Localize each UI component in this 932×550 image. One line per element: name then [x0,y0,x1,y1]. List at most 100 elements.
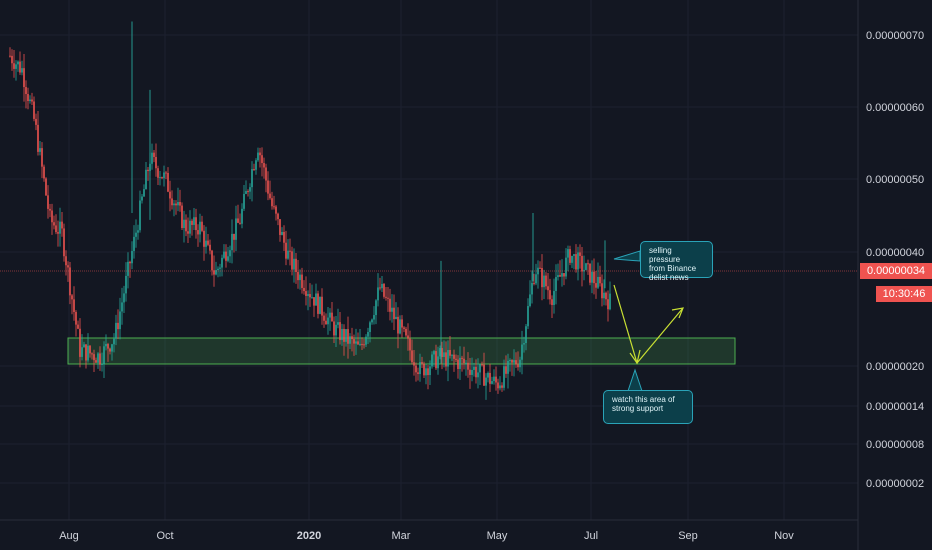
y-tick-label: 0.00000020 [866,361,924,373]
current-price-badge: 0.00000034 [860,263,932,279]
candle-body [265,167,267,181]
callout-selling-pressure[interactable]: selling pressure from Binance delist new… [640,241,713,282]
arrowhead-up [671,307,684,319]
x-tick-label: 2020 [297,530,321,542]
candle-body [45,178,47,196]
candle-body [435,351,437,369]
candle-body [53,222,55,226]
candle-body [77,324,79,329]
candle-body [87,345,89,361]
candle-body [461,357,463,359]
x-axis: Aug Oct 2020 Mar May Jul Sep Nov [59,530,794,542]
candle-body [95,360,97,363]
candle-body [309,294,311,298]
candle-body [209,244,211,251]
candle-body [317,293,319,314]
candle-body [515,360,517,365]
candle-body [225,251,227,261]
candle-body [155,156,157,169]
candle-body [13,63,15,69]
candle-body [603,292,605,299]
candle-body [281,231,283,235]
candle-body [451,354,453,356]
x-tick-label: Nov [774,530,794,542]
support-zone[interactable] [67,337,736,365]
candle-body [185,219,187,232]
candle-body [497,382,499,389]
candle-body [105,344,107,347]
candle-body [123,293,125,303]
candle-body [463,358,465,364]
candle-body [607,299,609,310]
candle-body [543,275,545,288]
candle-body [361,343,363,345]
candle-body [469,369,471,375]
support-zone-rect[interactable] [67,337,736,365]
candle-body [255,160,257,170]
candle-body [383,283,385,297]
candle-body [511,360,513,363]
candle-body [521,344,523,360]
y-tick-label: 0.00000070 [866,30,924,42]
candle-body [403,327,405,329]
candle-body [39,148,41,152]
candle-body [453,354,455,359]
candle-body [83,344,85,348]
candle-body [81,347,83,357]
candle-body [573,254,575,256]
candle-body [233,233,235,240]
candle-body [307,294,309,296]
candle-body [157,168,159,178]
candle-body [285,242,287,259]
candle-body [591,271,593,283]
candle-body [261,155,263,164]
candle-body [189,220,191,234]
candle-body [297,271,299,281]
candle-body [411,350,413,363]
candle-body [107,344,109,349]
candle-body [163,172,165,179]
candle-body [359,343,361,345]
candle-body [113,338,115,345]
candle-body [597,276,599,288]
candle-body [507,360,509,374]
candle-body [277,213,279,220]
candle-body [47,195,49,209]
candle-body [311,297,313,299]
candle-body [219,267,221,269]
candle-body [21,68,23,73]
candle-body [91,353,93,355]
candle-body [263,163,265,168]
candle-body [571,255,573,263]
candle-body [569,249,571,263]
candle-body [313,297,315,306]
candle-body [477,372,479,378]
candle-body [559,275,561,277]
candle-body [59,221,61,234]
candle-body [71,295,73,300]
candle-body [57,232,59,234]
candle-body [55,225,57,233]
candle-body [19,61,21,73]
candle-body [489,372,491,384]
candle-body [413,362,415,366]
candle-body [483,364,485,386]
candle-body [387,297,389,299]
candle-body [369,322,371,333]
y-tick-label: 0.00000002 [866,478,924,490]
candle-body [61,221,63,229]
callout-support[interactable]: watch this area of strong support [603,390,693,424]
candle-body [169,191,171,199]
candle-body [127,261,129,276]
candle-body [303,287,305,292]
candle-body [441,348,443,358]
candle-body [455,358,457,360]
candle-body [487,372,489,378]
y-tick-label: 0.00000014 [866,401,924,413]
candle-body [419,362,421,375]
candle-body [167,173,169,192]
candle-body [495,376,497,383]
candle-body [429,366,431,376]
